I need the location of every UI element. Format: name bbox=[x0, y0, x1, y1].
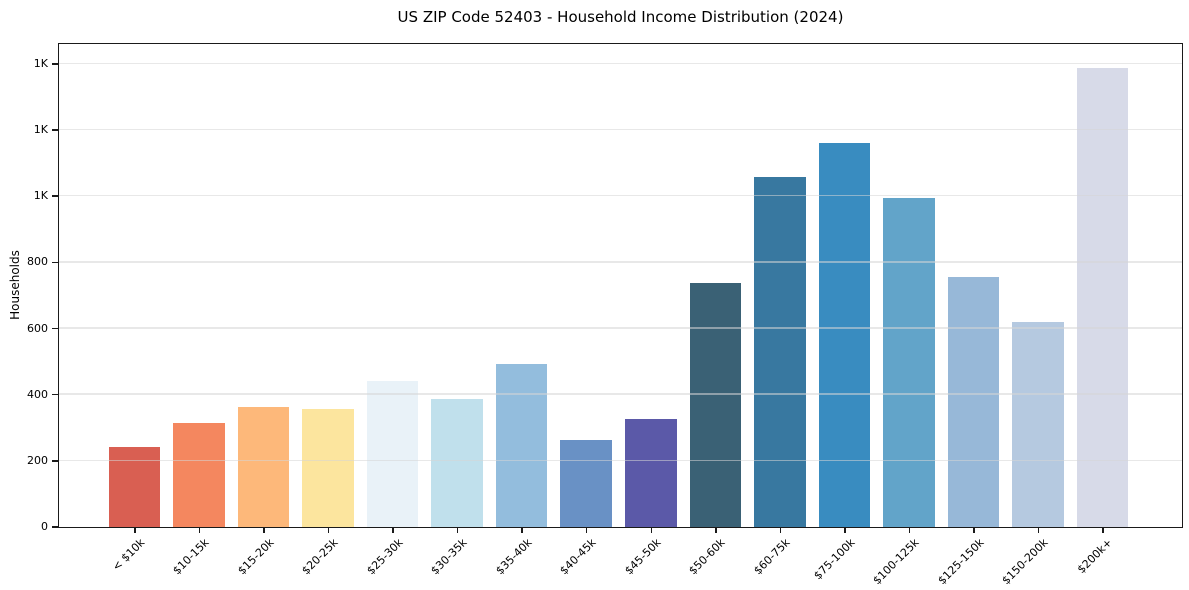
x-tick-mark bbox=[844, 528, 846, 533]
x-tick-label-text: $30-35k bbox=[428, 536, 470, 578]
gridline bbox=[58, 261, 1182, 263]
gridline bbox=[58, 393, 1182, 395]
x-tick-mark bbox=[1037, 528, 1040, 533]
x-tick-label-text: $150-200k bbox=[999, 536, 1051, 588]
x-tick-label-text: $45-50k bbox=[622, 536, 664, 578]
x-tick-label-text: $10-15k bbox=[170, 536, 212, 578]
chart-title: US ZIP Code 52403 - Household Income Dis… bbox=[397, 8, 844, 26]
x-tick-mark bbox=[456, 528, 459, 533]
x-tick-label-text: $125-150k bbox=[934, 536, 987, 588]
x-tick-mark bbox=[779, 528, 782, 533]
x-tick-label-text: $60-75k bbox=[751, 536, 793, 578]
gridline bbox=[58, 459, 1182, 462]
x-tick-mark bbox=[650, 528, 653, 533]
x-tick-label-text: $50-60k bbox=[686, 536, 728, 578]
gridline bbox=[58, 194, 1182, 197]
gridline bbox=[58, 128, 1182, 131]
x-tick-mark bbox=[263, 528, 265, 533]
x-tick-label-text: < $10k bbox=[109, 536, 148, 574]
x-tick-label-text: $20-25k bbox=[299, 536, 341, 578]
y-tick-label: 1K bbox=[33, 189, 48, 203]
x-tick-mark bbox=[327, 528, 330, 533]
bar bbox=[883, 197, 935, 527]
y-tick-label: 600 bbox=[27, 321, 48, 335]
x-tick-label-text: $15-20k bbox=[234, 536, 277, 578]
bar bbox=[495, 364, 548, 527]
y-tick-label: 1K bbox=[33, 56, 48, 70]
plot-area bbox=[57, 42, 1183, 528]
gridline bbox=[58, 327, 1182, 329]
x-tick-mark bbox=[973, 528, 975, 533]
x-tick-label-text: $25-30k bbox=[364, 536, 406, 578]
x-tick-mark bbox=[908, 528, 911, 533]
bar bbox=[431, 399, 483, 527]
bar bbox=[1076, 67, 1129, 527]
x-tick-mark bbox=[134, 528, 136, 533]
y-tick-label: 0 bbox=[41, 520, 48, 533]
x-tick-label-text: $75-100k bbox=[810, 536, 858, 583]
bar bbox=[754, 176, 806, 527]
x-tick-label-text: $40-45k bbox=[557, 536, 599, 578]
bar bbox=[947, 277, 1000, 527]
x-tick-mark bbox=[585, 528, 588, 533]
bar bbox=[302, 408, 354, 527]
bar bbox=[818, 142, 871, 527]
bar bbox=[237, 406, 290, 527]
y-tick-label: 400 bbox=[27, 387, 48, 401]
y-tick-label: 200 bbox=[27, 453, 48, 467]
x-tick-mark bbox=[392, 528, 394, 533]
x-tick-mark bbox=[198, 528, 201, 533]
x-tick-label-text: $35-40k bbox=[493, 536, 535, 578]
y-axis-label: Households bbox=[8, 250, 22, 320]
bar bbox=[366, 380, 419, 527]
x-tick-mark bbox=[715, 528, 717, 533]
bar bbox=[173, 423, 225, 527]
bar bbox=[625, 419, 677, 527]
x-tick-label-text: $200k+ bbox=[1075, 536, 1116, 577]
bar bbox=[560, 439, 612, 527]
bar bbox=[689, 282, 742, 527]
gridline bbox=[58, 62, 1182, 65]
bar bbox=[1012, 322, 1064, 527]
x-tick-mark bbox=[521, 528, 523, 533]
y-tick-label: 1K bbox=[33, 123, 48, 136]
x-tick-label-text: $100-125k bbox=[870, 536, 922, 588]
x-tick-mark bbox=[1102, 528, 1104, 533]
